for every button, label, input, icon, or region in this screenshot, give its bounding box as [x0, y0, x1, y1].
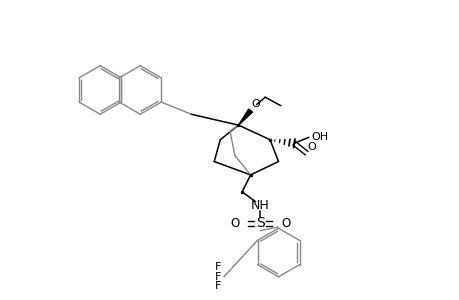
Text: F: F — [215, 281, 221, 292]
Polygon shape — [238, 109, 252, 125]
Text: O: O — [251, 99, 260, 110]
Text: O: O — [307, 142, 316, 152]
Text: S: S — [255, 216, 264, 230]
Text: F: F — [215, 262, 221, 272]
Text: F: F — [215, 272, 221, 282]
Text: NH: NH — [251, 199, 269, 212]
Text: O: O — [230, 217, 239, 230]
Text: O: O — [280, 217, 290, 230]
Text: OH: OH — [311, 132, 328, 142]
